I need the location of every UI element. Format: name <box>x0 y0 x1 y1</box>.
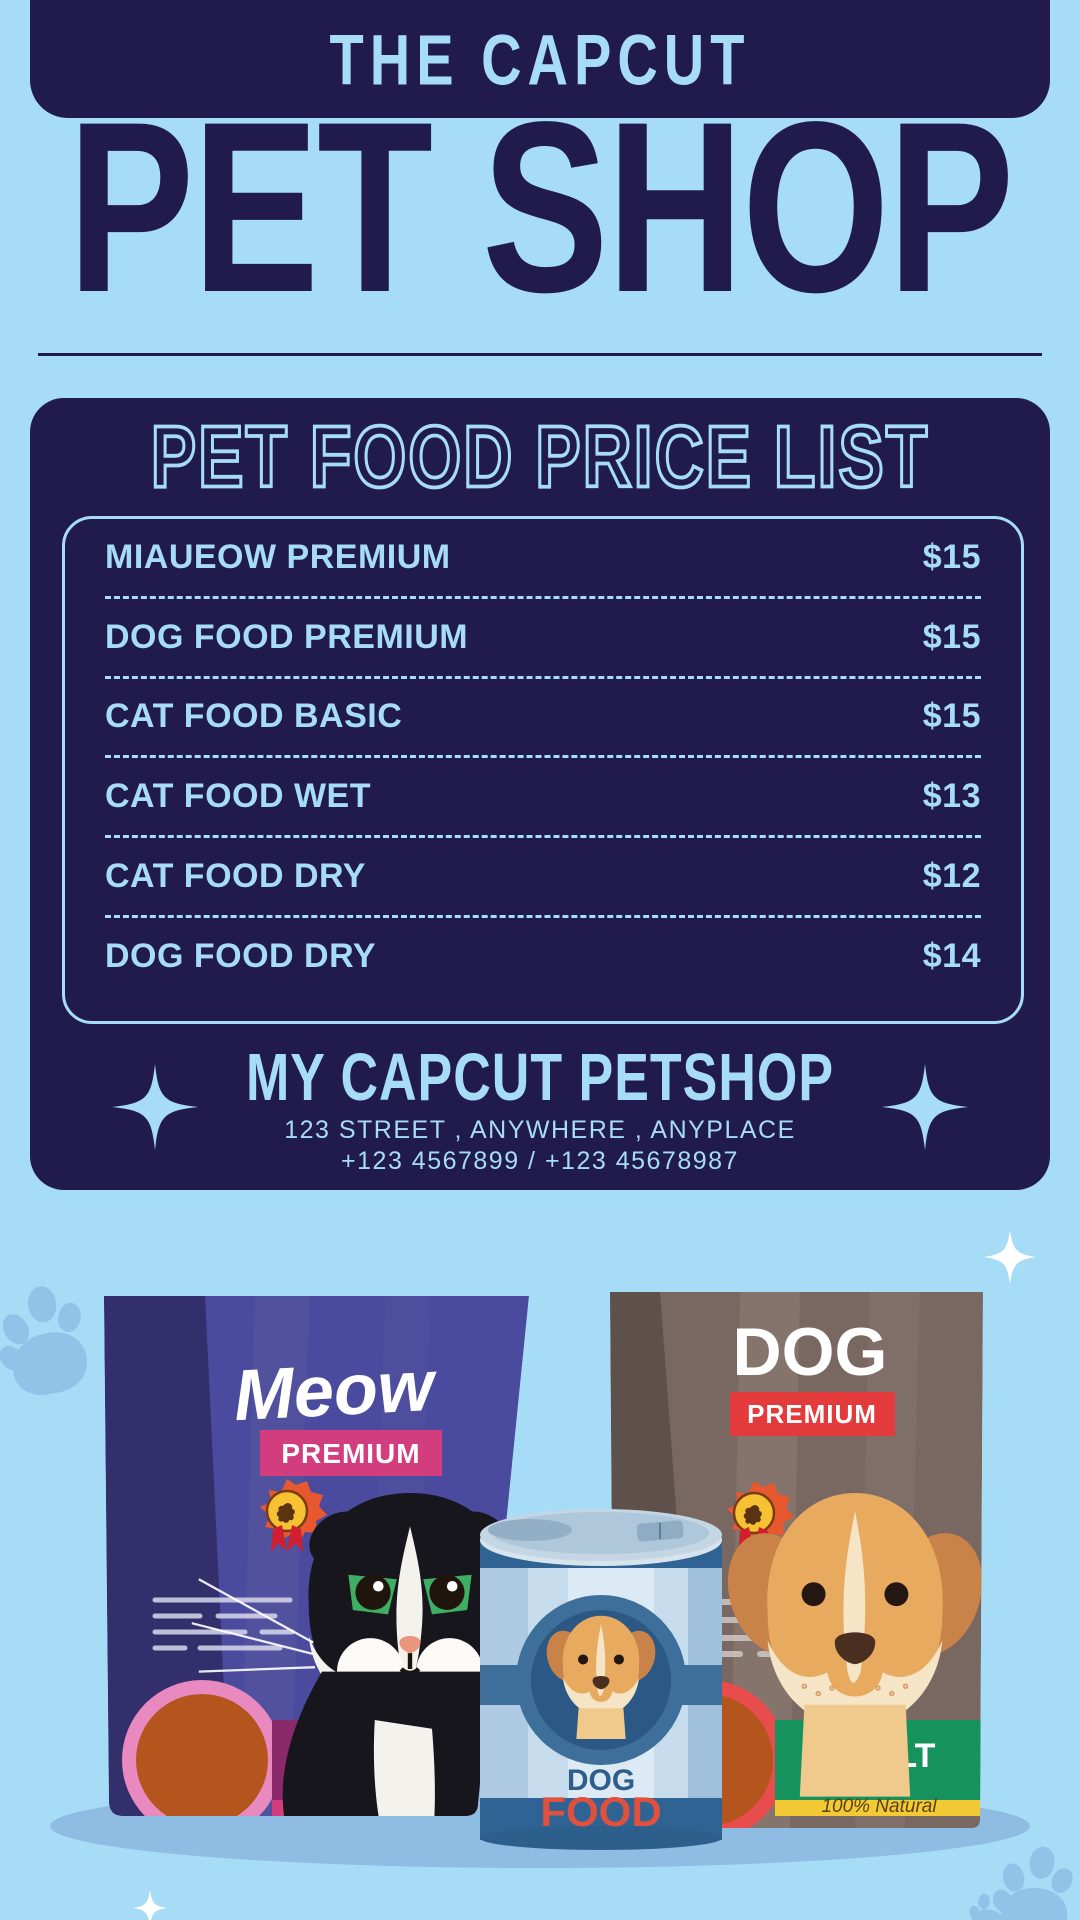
svg-text:PREMIUM: PREMIUM <box>747 1399 877 1429</box>
svg-text:DOG: DOG <box>733 1314 888 1390</box>
svg-text:PREMIUM: PREMIUM <box>281 1438 420 1469</box>
svg-text:100% Natural: 100% Natural <box>821 1796 937 1817</box>
svg-text:Meow: Meow <box>232 1346 440 1437</box>
svg-text:FOOD: FOOD <box>540 1788 661 1835</box>
